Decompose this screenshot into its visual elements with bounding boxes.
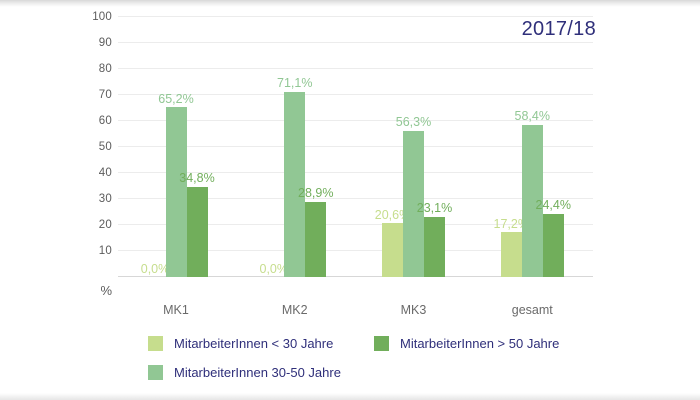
y-axis-tick: 20 — [98, 219, 112, 231]
x-axis-tick: MK1 — [163, 303, 189, 317]
legend-item[interactable]: MitarbeiterInnen > 50 Jahre — [374, 336, 559, 351]
plot-area: 0,0% 65,2% 34,8% MK1 0,0% 71,1% 28,9% MK2 20,6% 5… — [118, 16, 593, 317]
bar[interactable]: 24,4% — [536, 198, 571, 277]
y-axis-tick-labels: 100 90 80 70 60 50 40 30 20 10 — [78, 11, 112, 277]
bar-value-label: 24,4% — [535, 197, 571, 212]
axis-baseline — [118, 276, 593, 277]
legend-swatch — [374, 336, 389, 351]
bar-value-label: 0,0% — [140, 262, 170, 276]
chart-title: 2017/18 — [521, 18, 596, 40]
gridline — [118, 42, 593, 43]
top-edge-gradient — [0, 0, 700, 7]
gridline — [118, 250, 593, 251]
bar-group: 17,2% 58,4% 24,4% — [494, 17, 571, 277]
y-axis-tick: 30 — [98, 193, 112, 205]
legend-label: MitarbeiterInnen < 30 Jahre — [174, 336, 334, 351]
y-axis-tick: 100 — [92, 11, 112, 23]
chart-legend: MitarbeiterInnen < 30 Jahre MitarbeiterIn… — [0, 330, 700, 390]
gridline — [118, 16, 593, 17]
bar-group: 0,0% 71,1% 28,9% — [259, 17, 333, 277]
gridline — [118, 172, 593, 173]
bar-value-label: 65,2% — [158, 91, 194, 106]
gridline — [118, 94, 593, 95]
legend-item[interactable]: MitarbeiterInnen 30-50 Jahre — [148, 365, 341, 380]
bar[interactable]: 65,2% — [158, 92, 194, 277]
bar[interactable]: 58,4% — [515, 110, 550, 277]
gridline — [118, 120, 593, 121]
bar[interactable]: 71,1% — [277, 77, 312, 277]
bar-value-label: 28,9% — [298, 186, 334, 201]
bar-value-label: 0,0% — [259, 262, 289, 276]
bar-value-label: 20,6% — [374, 207, 411, 222]
y-axis-tick: 70 — [98, 89, 112, 101]
y-axis-tick: 50 — [98, 141, 112, 153]
y-axis-tick: 90 — [98, 37, 112, 49]
y-axis-unit-label: % — [100, 283, 112, 298]
y-axis-tick: 40 — [98, 167, 112, 179]
bar-value-label: 34,8% — [179, 170, 215, 185]
bar-value-label: 56,3% — [395, 114, 432, 129]
y-axis-tick: 10 — [98, 245, 112, 257]
gridline — [118, 146, 593, 147]
bar-group: 0,0% 65,2% 34,8% — [141, 17, 215, 277]
legend-swatch — [148, 336, 163, 351]
bar-value-label: 17,2% — [493, 216, 529, 231]
bar-group: 20,6% 56,3% 23,1% — [375, 17, 452, 277]
bar-value-label: 58,4% — [514, 109, 550, 124]
gridline — [118, 68, 593, 69]
gridline — [118, 198, 593, 199]
y-axis-tick: 60 — [98, 115, 112, 127]
gridline — [118, 224, 593, 225]
legend-label: MitarbeiterInnen > 50 Jahre — [400, 336, 560, 351]
legend-item[interactable]: MitarbeiterInnen < 30 Jahre — [148, 336, 333, 351]
x-axis-tick: gesamt — [511, 303, 553, 317]
bar[interactable]: 17,2% — [494, 217, 529, 277]
x-axis-tick: MK3 — [400, 303, 427, 317]
bar[interactable]: 20,6% — [375, 208, 410, 277]
y-axis-tick: 80 — [98, 63, 112, 75]
bar[interactable]: 34,8% — [179, 171, 215, 277]
x-axis-tick: MK2 — [281, 303, 308, 317]
bar[interactable]: 56,3% — [396, 115, 431, 277]
bottom-edge-gradient — [0, 393, 700, 400]
bar-value-label: 71,1% — [277, 76, 313, 91]
legend-label: MitarbeiterInnen 30-50 Jahre — [174, 365, 341, 380]
bar[interactable]: 28,9% — [298, 186, 333, 277]
bar[interactable]: 23,1% — [417, 201, 452, 277]
bar-value-label: 23,1% — [416, 201, 453, 216]
legend-swatch — [148, 365, 163, 380]
